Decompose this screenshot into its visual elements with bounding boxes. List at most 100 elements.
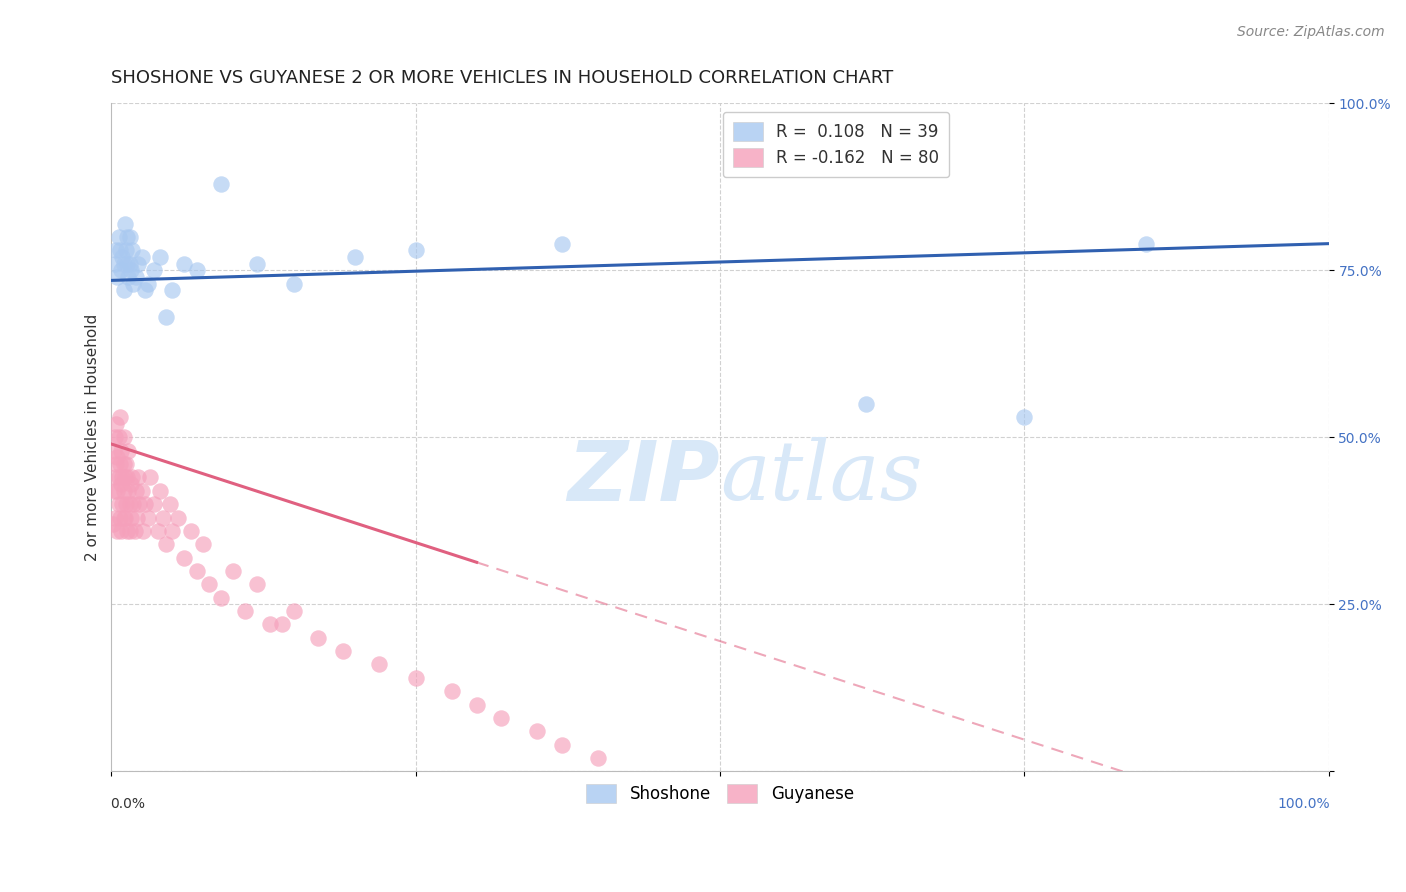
Point (441, 684, 464, 698)
Point (118, 230, 141, 244)
Point (149, 250, 172, 264)
Point (127, 470, 149, 484)
Point (115, 244, 138, 258)
Point (180, 524, 202, 538)
Point (112, 257, 135, 271)
Point (465, 698, 488, 712)
Point (107, 497, 129, 511)
Point (110, 477, 132, 491)
Point (1014, 410, 1036, 425)
Point (108, 510, 131, 524)
Point (122, 277, 145, 291)
Text: Source: ZipAtlas.com: Source: ZipAtlas.com (1237, 25, 1385, 39)
Point (283, 604, 305, 618)
Point (332, 644, 354, 658)
Point (115, 524, 138, 538)
Text: SHOSHONE VS GUYANESE 2 OR MORE VEHICLES IN HOUSEHOLD CORRELATION CHART: SHOSHONE VS GUYANESE 2 OR MORE VEHICLES … (111, 69, 894, 87)
Point (588, 751, 610, 765)
Point (197, 577, 219, 591)
Point (136, 277, 159, 291)
Point (173, 257, 195, 271)
Point (107, 450, 129, 465)
Point (127, 257, 149, 271)
Point (114, 470, 136, 484)
Legend: Shoshone, Guyanese: Shoshone, Guyanese (576, 774, 863, 814)
Point (162, 524, 184, 538)
Point (173, 550, 195, 565)
Point (104, 470, 127, 484)
Point (111, 470, 134, 484)
Point (155, 537, 177, 551)
Point (104, 510, 127, 524)
Point (131, 250, 153, 264)
Point (107, 430, 129, 444)
Point (114, 510, 136, 524)
Point (104, 257, 127, 271)
Point (209, 177, 232, 191)
Point (143, 263, 166, 277)
Point (121, 470, 143, 484)
Point (120, 510, 142, 524)
Point (259, 617, 281, 632)
Point (117, 443, 139, 458)
Point (107, 230, 129, 244)
Point (551, 236, 574, 251)
Point (124, 524, 146, 538)
Point (103, 483, 125, 498)
Point (246, 257, 269, 271)
Point (134, 284, 156, 298)
Point (107, 483, 129, 498)
Point (134, 497, 156, 511)
Point (115, 230, 138, 244)
Point (139, 470, 162, 484)
Point (117, 270, 139, 285)
Point (117, 483, 139, 498)
Point (307, 631, 329, 645)
Point (111, 250, 134, 264)
Point (101, 517, 124, 532)
Point (283, 277, 305, 291)
Point (115, 497, 138, 511)
Point (110, 524, 132, 538)
Point (118, 257, 141, 271)
Point (107, 270, 129, 285)
Point (112, 510, 135, 524)
Point (551, 738, 574, 752)
Point (191, 537, 214, 551)
Point (114, 217, 136, 231)
Point (105, 244, 128, 258)
Point (110, 263, 132, 277)
Point (155, 310, 177, 325)
Point (246, 577, 269, 591)
Point (104, 430, 127, 444)
Point (108, 244, 131, 258)
Point (368, 657, 391, 672)
Point (125, 483, 148, 498)
Point (118, 497, 141, 511)
Point (105, 457, 128, 471)
Point (118, 524, 141, 538)
Point (112, 284, 135, 298)
Point (143, 497, 166, 511)
Point (149, 483, 172, 498)
Y-axis label: 2 or more Vehicles in Household: 2 or more Vehicles in Household (86, 314, 100, 561)
Point (108, 457, 131, 471)
Point (159, 497, 181, 511)
Point (125, 510, 148, 524)
Point (343, 250, 366, 264)
Text: 100.0%: 100.0% (1277, 797, 1330, 811)
Point (270, 617, 292, 632)
Point (121, 244, 143, 258)
Point (112, 483, 135, 498)
Point (115, 470, 138, 484)
Point (120, 263, 142, 277)
Point (112, 457, 135, 471)
Point (111, 497, 134, 511)
Point (162, 284, 184, 298)
Point (115, 257, 138, 271)
Point (120, 477, 142, 491)
Point (108, 410, 131, 425)
Text: 0.0%: 0.0% (110, 797, 145, 811)
Point (146, 524, 169, 538)
Point (526, 724, 548, 739)
